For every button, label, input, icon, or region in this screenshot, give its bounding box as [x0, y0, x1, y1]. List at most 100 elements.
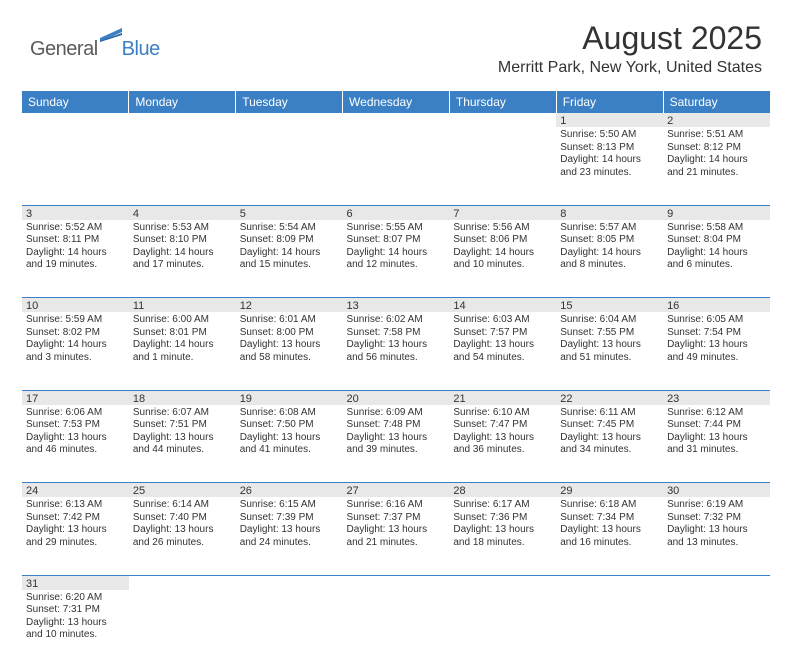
day-cell: Sunrise: 6:03 AMSunset: 7:57 PMDaylight:… [449, 312, 556, 390]
day-number-cell [129, 575, 236, 590]
day-number-cell: 28 [449, 483, 556, 498]
daynum-row: 10111213141516 [22, 298, 770, 313]
day-number-cell [343, 575, 450, 590]
day-cell [129, 127, 236, 205]
day-cell: Sunrise: 6:11 AMSunset: 7:45 PMDaylight:… [556, 405, 663, 483]
content-row: Sunrise: 6:13 AMSunset: 7:42 PMDaylight:… [22, 497, 770, 575]
day-header: Friday [556, 91, 663, 113]
day-details: Sunrise: 6:20 AMSunset: 7:31 PMDaylight:… [26, 592, 125, 642]
day-details: Sunrise: 6:00 AMSunset: 8:01 PMDaylight:… [133, 314, 232, 364]
content-row: Sunrise: 6:20 AMSunset: 7:31 PMDaylight:… [22, 590, 770, 668]
day-cell: Sunrise: 6:13 AMSunset: 7:42 PMDaylight:… [22, 497, 129, 575]
content-row: Sunrise: 5:59 AMSunset: 8:02 PMDaylight:… [22, 312, 770, 390]
day-details: Sunrise: 5:54 AMSunset: 8:09 PMDaylight:… [240, 222, 339, 272]
content-row: Sunrise: 5:52 AMSunset: 8:11 PMDaylight:… [22, 220, 770, 298]
day-details: Sunrise: 5:51 AMSunset: 8:12 PMDaylight:… [667, 129, 766, 179]
day-number-cell: 12 [236, 298, 343, 313]
day-header: Tuesday [236, 91, 343, 113]
day-details: Sunrise: 6:10 AMSunset: 7:47 PMDaylight:… [453, 407, 552, 457]
day-header: Saturday [663, 91, 770, 113]
day-number-cell: 2 [663, 113, 770, 127]
day-number-cell: 14 [449, 298, 556, 313]
day-details: Sunrise: 6:07 AMSunset: 7:51 PMDaylight:… [133, 407, 232, 457]
day-details: Sunrise: 6:15 AMSunset: 7:39 PMDaylight:… [240, 499, 339, 549]
day-cell: Sunrise: 6:05 AMSunset: 7:54 PMDaylight:… [663, 312, 770, 390]
day-cell: Sunrise: 5:54 AMSunset: 8:09 PMDaylight:… [236, 220, 343, 298]
day-details: Sunrise: 5:57 AMSunset: 8:05 PMDaylight:… [560, 222, 659, 272]
day-number-cell: 1 [556, 113, 663, 127]
day-cell [343, 590, 450, 668]
day-details: Sunrise: 6:06 AMSunset: 7:53 PMDaylight:… [26, 407, 125, 457]
day-number-cell: 31 [22, 575, 129, 590]
day-number-cell: 11 [129, 298, 236, 313]
day-cell: Sunrise: 6:08 AMSunset: 7:50 PMDaylight:… [236, 405, 343, 483]
day-cell: Sunrise: 5:55 AMSunset: 8:07 PMDaylight:… [343, 220, 450, 298]
day-number-cell: 17 [22, 390, 129, 405]
day-number-cell: 5 [236, 205, 343, 220]
daynum-row: 12 [22, 113, 770, 127]
daynum-row: 3456789 [22, 205, 770, 220]
day-cell: Sunrise: 5:53 AMSunset: 8:10 PMDaylight:… [129, 220, 236, 298]
day-cell [236, 127, 343, 205]
day-cell: Sunrise: 5:57 AMSunset: 8:05 PMDaylight:… [556, 220, 663, 298]
day-cell [129, 590, 236, 668]
day-number-cell: 20 [343, 390, 450, 405]
day-cell [22, 127, 129, 205]
calendar-header-row: SundayMondayTuesdayWednesdayThursdayFrid… [22, 91, 770, 113]
day-header: Sunday [22, 91, 129, 113]
day-cell: Sunrise: 6:14 AMSunset: 7:40 PMDaylight:… [129, 497, 236, 575]
day-number-cell: 15 [556, 298, 663, 313]
day-header: Monday [129, 91, 236, 113]
day-number-cell [236, 575, 343, 590]
day-number-cell: 16 [663, 298, 770, 313]
day-details: Sunrise: 6:03 AMSunset: 7:57 PMDaylight:… [453, 314, 552, 364]
day-cell: Sunrise: 5:51 AMSunset: 8:12 PMDaylight:… [663, 127, 770, 205]
day-number-cell: 21 [449, 390, 556, 405]
day-cell: Sunrise: 6:16 AMSunset: 7:37 PMDaylight:… [343, 497, 450, 575]
day-details: Sunrise: 6:05 AMSunset: 7:54 PMDaylight:… [667, 314, 766, 364]
day-header: Thursday [449, 91, 556, 113]
day-details: Sunrise: 6:18 AMSunset: 7:34 PMDaylight:… [560, 499, 659, 549]
day-details: Sunrise: 5:59 AMSunset: 8:02 PMDaylight:… [26, 314, 125, 364]
day-details: Sunrise: 6:16 AMSunset: 7:37 PMDaylight:… [347, 499, 446, 549]
day-number-cell: 6 [343, 205, 450, 220]
day-cell: Sunrise: 6:00 AMSunset: 8:01 PMDaylight:… [129, 312, 236, 390]
day-cell: Sunrise: 6:18 AMSunset: 7:34 PMDaylight:… [556, 497, 663, 575]
day-number-cell: 3 [22, 205, 129, 220]
day-details: Sunrise: 5:56 AMSunset: 8:06 PMDaylight:… [453, 222, 552, 272]
day-number-cell: 10 [22, 298, 129, 313]
calendar-table: SundayMondayTuesdayWednesdayThursdayFrid… [22, 91, 770, 668]
day-details: Sunrise: 6:12 AMSunset: 7:44 PMDaylight:… [667, 407, 766, 457]
day-details: Sunrise: 6:11 AMSunset: 7:45 PMDaylight:… [560, 407, 659, 457]
day-cell: Sunrise: 5:52 AMSunset: 8:11 PMDaylight:… [22, 220, 129, 298]
day-cell: Sunrise: 6:04 AMSunset: 7:55 PMDaylight:… [556, 312, 663, 390]
content-row: Sunrise: 5:50 AMSunset: 8:13 PMDaylight:… [22, 127, 770, 205]
day-cell: Sunrise: 6:10 AMSunset: 7:47 PMDaylight:… [449, 405, 556, 483]
day-cell: Sunrise: 6:12 AMSunset: 7:44 PMDaylight:… [663, 405, 770, 483]
day-number-cell: 30 [663, 483, 770, 498]
daynum-row: 31 [22, 575, 770, 590]
daynum-row: 24252627282930 [22, 483, 770, 498]
day-cell [343, 127, 450, 205]
day-number-cell: 13 [343, 298, 450, 313]
day-number-cell: 29 [556, 483, 663, 498]
day-number-cell: 23 [663, 390, 770, 405]
day-number-cell [343, 113, 450, 127]
day-cell: Sunrise: 6:01 AMSunset: 8:00 PMDaylight:… [236, 312, 343, 390]
daynum-row: 17181920212223 [22, 390, 770, 405]
day-cell: Sunrise: 6:17 AMSunset: 7:36 PMDaylight:… [449, 497, 556, 575]
day-cell [556, 590, 663, 668]
day-cell: Sunrise: 5:56 AMSunset: 8:06 PMDaylight:… [449, 220, 556, 298]
day-number-cell [236, 113, 343, 127]
day-cell [663, 590, 770, 668]
day-details: Sunrise: 5:52 AMSunset: 8:11 PMDaylight:… [26, 222, 125, 272]
day-cell: Sunrise: 6:20 AMSunset: 7:31 PMDaylight:… [22, 590, 129, 668]
day-number-cell [663, 575, 770, 590]
day-details: Sunrise: 5:50 AMSunset: 8:13 PMDaylight:… [560, 129, 659, 179]
day-cell [449, 127, 556, 205]
day-number-cell: 27 [343, 483, 450, 498]
day-details: Sunrise: 6:14 AMSunset: 7:40 PMDaylight:… [133, 499, 232, 549]
day-number-cell: 9 [663, 205, 770, 220]
header: General Blue August 2025 Merritt Park, N… [0, 0, 792, 85]
day-details: Sunrise: 6:01 AMSunset: 8:00 PMDaylight:… [240, 314, 339, 364]
